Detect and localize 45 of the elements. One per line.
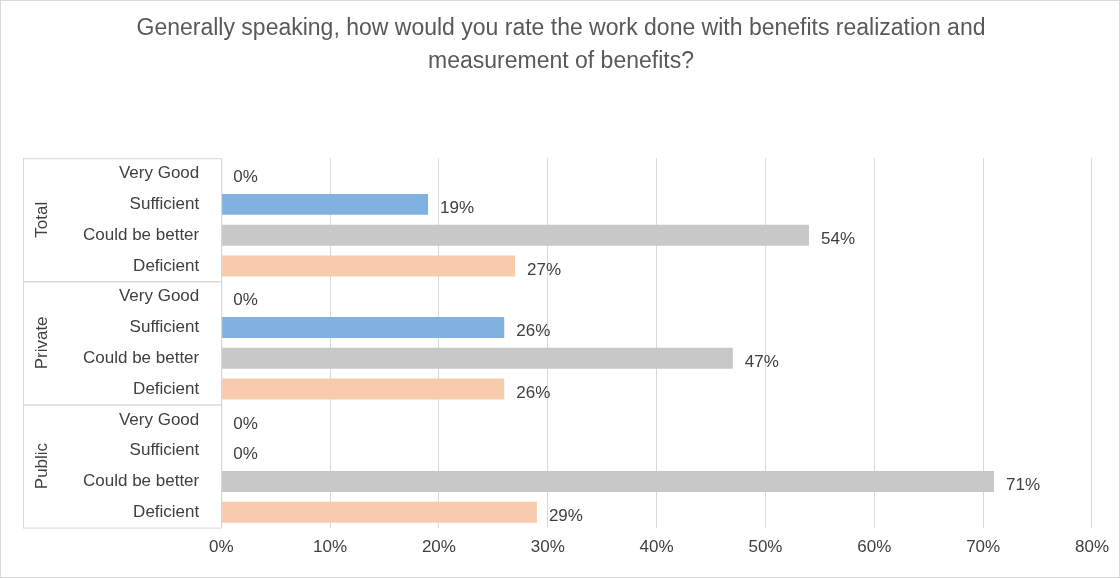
data-label: 29% (548, 505, 583, 525)
data-label: 47% (744, 351, 779, 371)
data-label: 0% (233, 413, 258, 433)
y-tick-label: Very Good (118, 409, 200, 429)
y-tick-label: Very Good (118, 286, 200, 306)
y-tick-label: Deficient (133, 501, 200, 521)
data-label: 54% (821, 228, 856, 248)
data-label: 0% (233, 444, 258, 464)
y-tick-label: Deficient (133, 255, 200, 275)
bar (221, 317, 505, 338)
x-tick-label: 0% (208, 537, 234, 557)
bar (221, 347, 733, 369)
x-tick-label: 70% (966, 537, 1001, 557)
y-tick-label: Could be better (82, 224, 200, 244)
y-tick-label: Sufficient (129, 440, 200, 460)
bar (221, 501, 537, 523)
chart-title: Generally speaking, how would you rate the work done with benefits realization and measurement of benefits? (135, 13, 987, 75)
bar (221, 378, 505, 400)
y-tick-label: Could be better (82, 347, 200, 367)
bar (221, 224, 809, 246)
x-tick-label: 50% (748, 537, 783, 557)
y-tick-label: Sufficient (129, 317, 200, 337)
y-tick-label: Very Good (118, 163, 200, 183)
data-label: 26% (516, 321, 551, 341)
data-label: 0% (233, 290, 258, 310)
x-tick-label: 10% (313, 537, 348, 557)
x-tick-label: 40% (639, 537, 674, 557)
data-label: 0% (233, 167, 258, 187)
data-label: 71% (1006, 475, 1041, 495)
data-label: 27% (527, 259, 562, 279)
x-tick-label: 30% (530, 537, 565, 557)
bar (221, 470, 995, 492)
y-tick-label: Could be better (82, 471, 200, 491)
x-tick-label: 20% (421, 537, 456, 557)
text: Private (31, 316, 51, 370)
x-tick-label: 80% (1074, 537, 1109, 557)
y-tick-label: Sufficient (129, 194, 200, 214)
y-tick-label: Deficient (133, 378, 200, 398)
text: Total (31, 201, 51, 238)
x-tick-label: 60% (857, 537, 892, 557)
bar (221, 193, 429, 215)
data-label: 26% (516, 382, 551, 402)
data-label: 19% (440, 198, 475, 218)
bar (221, 255, 516, 277)
text: Public (31, 442, 51, 490)
